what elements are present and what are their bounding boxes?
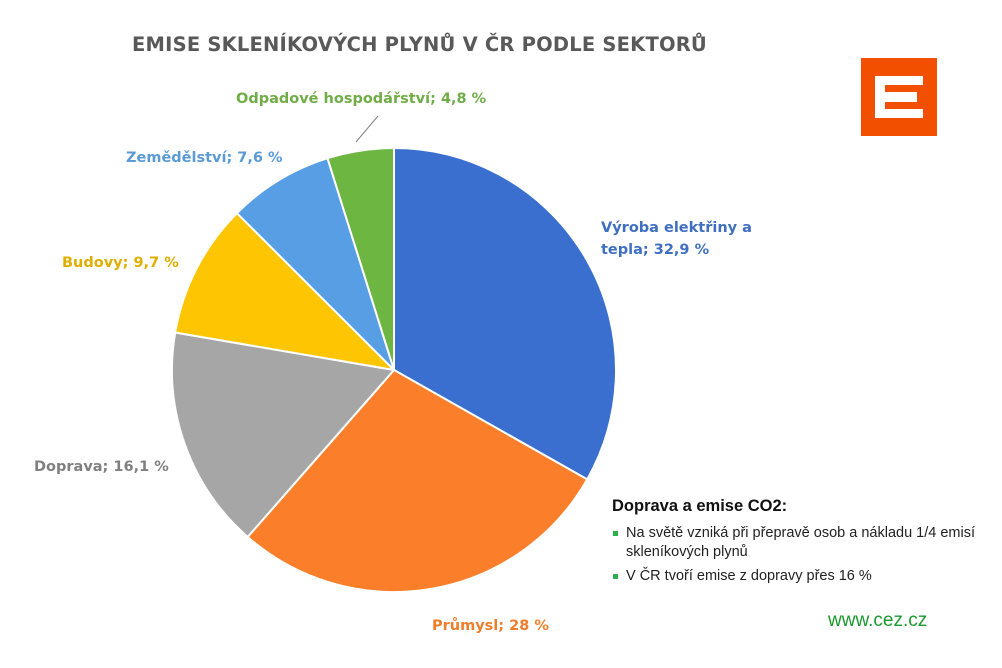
slice-label-waste: Odpadové hospodářství; 4,8 %: [236, 91, 487, 107]
pie-slice-transport: [171, 331, 396, 539]
info-title: Doprava a emise CO2:: [612, 497, 788, 515]
slice-label-buildings: Budovy; 9,7 %: [62, 255, 179, 271]
chart-title: EMISE SKLENÍKOVÝCH PLYNŮ V ČR PODLE SEKT…: [132, 33, 707, 56]
slice-label-power-heat: Výroba elektřiny a tepla; 32,9 %: [601, 220, 752, 258]
pie-slice-waste: [326, 146, 395, 371]
website-link[interactable]: www.cez.cz: [828, 610, 928, 631]
pie-slice-power-heat: [393, 146, 617, 481]
pie-slice-buildings: [174, 211, 397, 372]
info-bullet-text: Na světě vzniká při přepravě osob a nákl…: [626, 525, 975, 560]
bullet-icon: [613, 574, 618, 579]
info-box: Doprava a emise CO2: Na světě vzniká při…: [612, 497, 997, 591]
pie-slice-agriculture: [235, 156, 395, 371]
info-bullet: Na světě vzniká při přepravě osob a nákl…: [612, 524, 997, 562]
info-bullet-text: V ČR tvoří emise z dopravy přes 16 %: [626, 568, 872, 584]
bullet-icon: [613, 531, 618, 536]
cez-logo-icon: [861, 58, 937, 136]
slice-label-transport: Doprava; 16,1 %: [34, 459, 169, 475]
slice-label-industry: Průmysl; 28 %: [432, 617, 549, 634]
slice-label-agriculture: Zemědělství; 7,6 %: [126, 150, 283, 166]
info-bullet: V ČR tvoří emise z dopravy přes 16 %: [612, 567, 997, 586]
pie-slice-industry: [246, 368, 589, 594]
leader-line-waste: [355, 115, 379, 143]
